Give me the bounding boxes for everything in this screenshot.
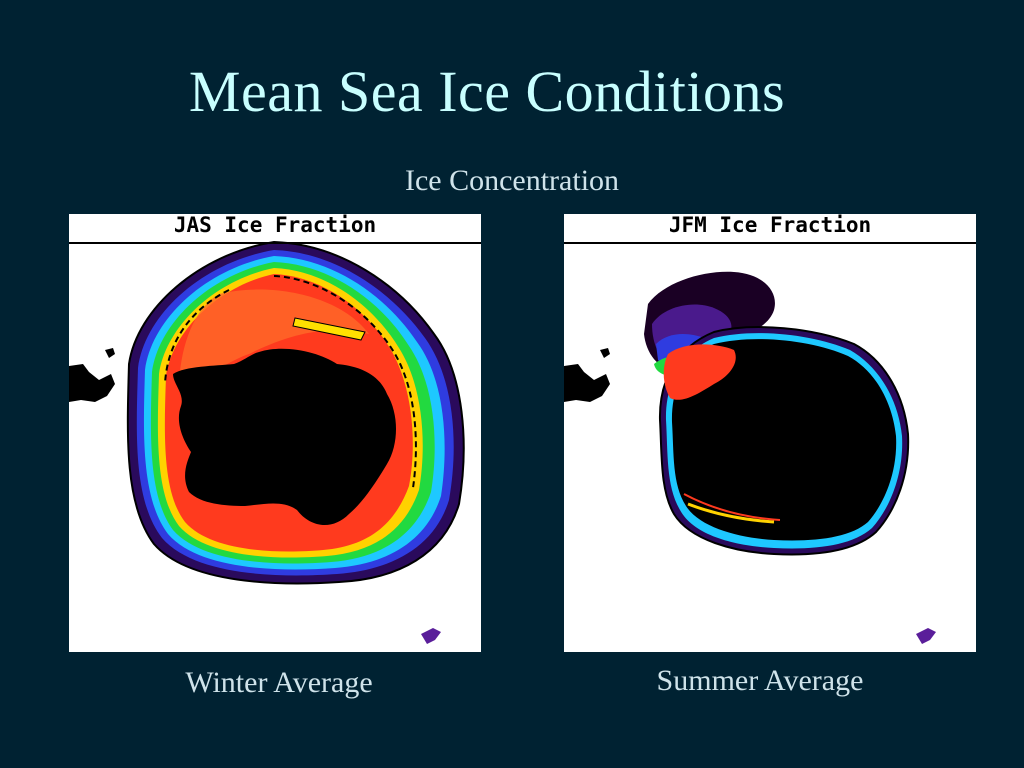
summer-yellow-fringe — [687, 502, 775, 524]
slide-title: Mean Sea Ice Conditions — [188, 59, 786, 124]
winter-panel-header: JAS Ice Fraction — [69, 214, 481, 244]
winter-header-label: JAS Ice Fraction — [167, 214, 383, 237]
summer-southern-island — [916, 628, 936, 644]
winter-antarctica-land — [173, 348, 396, 526]
summer-island — [600, 348, 610, 358]
summer-map-graphic — [564, 271, 936, 644]
winter-yellow-streak — [292, 317, 366, 341]
winter-ice-map: JAS Ice Fraction — [69, 214, 481, 652]
winter-caption: Winter Average — [185, 666, 373, 699]
summer-header-label: JFM Ice Fraction — [662, 214, 878, 237]
winter-southern-island — [421, 628, 441, 644]
summer-red-fringe — [683, 493, 781, 521]
winter-island — [105, 348, 115, 358]
winter-south-america-tip — [69, 364, 115, 402]
winter-dashed-contour-west — [164, 289, 230, 385]
summer-ice-map: JFM Ice Fraction — [564, 214, 976, 652]
summer-weddell-red-pack — [663, 344, 736, 400]
summer-panel-header: JFM Ice Fraction — [564, 214, 976, 244]
summer-south-america-tip — [564, 364, 610, 402]
summer-caption: Summer Average — [656, 664, 864, 697]
winter-map-graphic — [69, 240, 465, 644]
slide-subtitle: Ice Concentration — [404, 164, 620, 197]
winter-dashed-contour — [273, 275, 417, 489]
summer-antarctica-land — [671, 339, 897, 541]
winter-ice-pack-orange — [179, 289, 369, 387]
